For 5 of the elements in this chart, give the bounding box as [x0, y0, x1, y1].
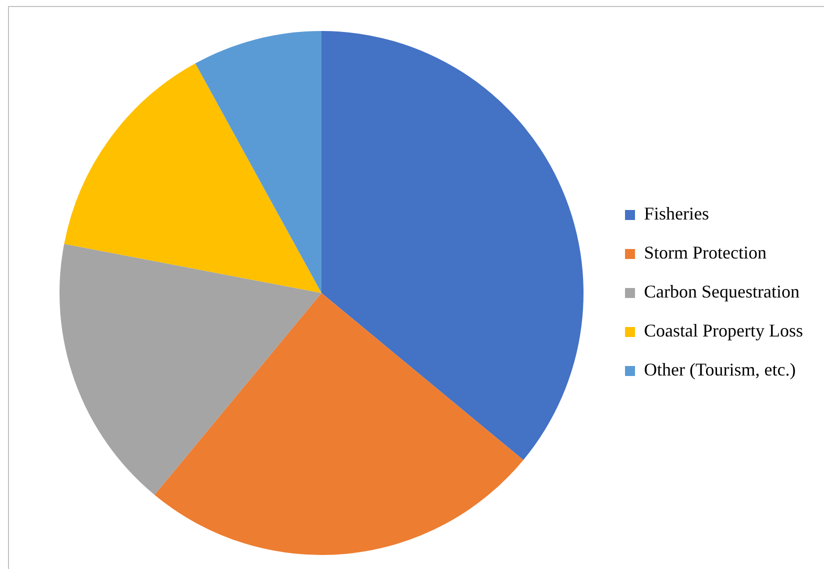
legend-label: Fisheries [644, 204, 710, 224]
legend-label: Storm Protection [644, 242, 767, 263]
legend-label: Carbon Sequestration [644, 282, 800, 302]
legend-label: Coastal Property Loss [644, 320, 804, 341]
legend-label: Other (Tourism, etc.) [644, 360, 796, 380]
